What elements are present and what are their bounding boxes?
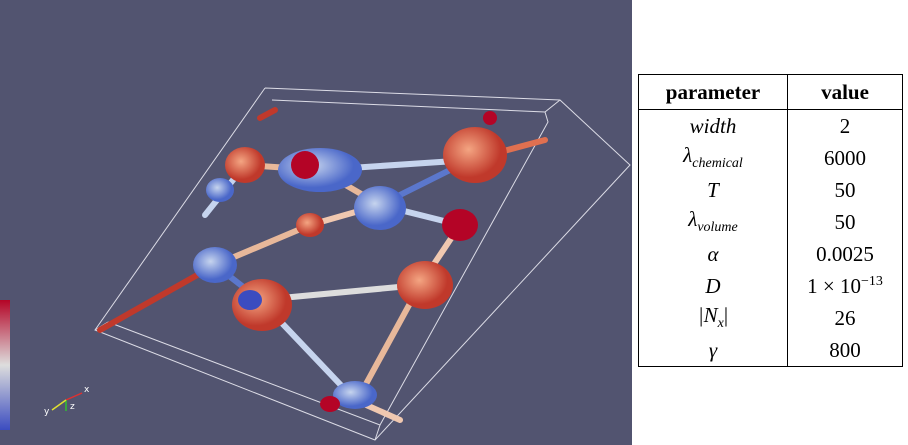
parameter-cell: |Nx|: [639, 302, 788, 334]
figure: x y z parameter value width2λchemical600…: [0, 0, 908, 445]
math-base: λ: [688, 207, 697, 231]
render-view: x y z: [0, 0, 632, 445]
math-base: λ: [683, 143, 692, 167]
axis-label: x: [84, 385, 90, 395]
math-subscript: chemical: [692, 156, 743, 171]
value-cell: 2: [788, 110, 903, 143]
math-tail: |: [724, 303, 728, 327]
header-cell: value: [788, 75, 903, 110]
parameter-cell: α: [639, 238, 788, 270]
axis-label: y: [44, 407, 50, 417]
parameter-cell: T: [639, 174, 788, 206]
parameter-cell: γ: [639, 334, 788, 367]
parameter-cell: D: [639, 270, 788, 302]
color-bar: [0, 300, 10, 430]
value-cell: 26: [788, 302, 903, 334]
header-row: parameter value: [639, 75, 903, 110]
math-subscript: volume: [697, 220, 737, 235]
math-base: |N: [698, 303, 718, 327]
header-cell: parameter: [639, 75, 788, 110]
parameter-cell: λvolume: [639, 206, 788, 238]
value-cell: 50: [788, 174, 903, 206]
value-cell: 800: [788, 334, 903, 367]
value-cell: 50: [788, 206, 903, 238]
axis-label: z: [70, 402, 75, 412]
parameter-cell: width: [639, 110, 788, 143]
value-cell: 1 × 10−13: [788, 270, 903, 302]
parameter-cell: λchemical: [639, 142, 788, 174]
math-base: 1 × 10: [807, 274, 861, 298]
table-row: |Nx|26: [639, 302, 903, 334]
math-superscript: −13: [861, 274, 883, 289]
value-cell: 6000: [788, 142, 903, 174]
value-cell: 0.0025: [788, 238, 903, 270]
